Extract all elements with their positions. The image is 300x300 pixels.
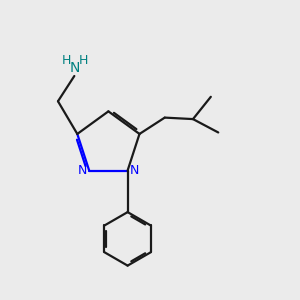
Text: N: N xyxy=(69,61,80,75)
Text: N: N xyxy=(130,164,139,177)
Text: N: N xyxy=(78,164,87,177)
Text: H: H xyxy=(79,54,88,67)
Text: H: H xyxy=(61,54,71,67)
